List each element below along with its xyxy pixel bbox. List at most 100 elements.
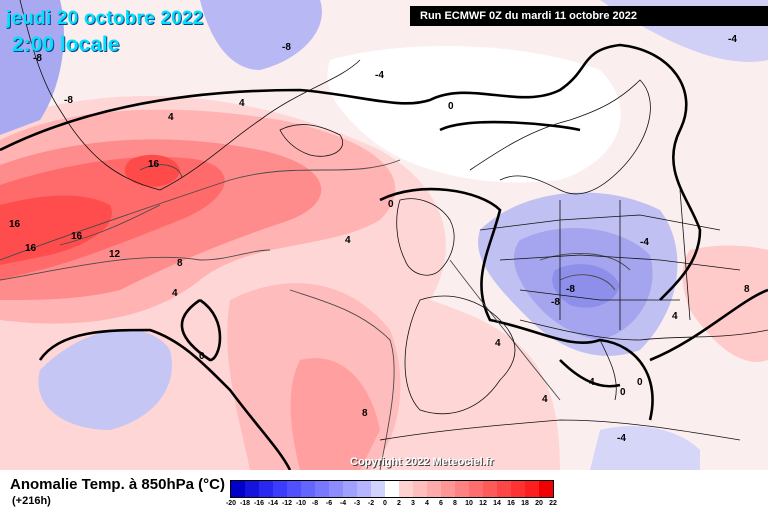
contour-label: 16 xyxy=(25,243,37,254)
color-scale-cell xyxy=(413,481,427,497)
neutral-north xyxy=(327,46,621,183)
color-scale-cell xyxy=(273,481,287,497)
contour-label: -4 xyxy=(617,433,626,444)
color-scale-cell xyxy=(511,481,525,497)
contour-label: 0 xyxy=(637,377,643,388)
zero-contour-north xyxy=(0,43,702,301)
contour-label: 8 xyxy=(362,408,368,419)
color-scale-cell xyxy=(441,481,455,497)
anomaly-map: 16 16 16 16 12 8 4 4 4 4 0 0 0 0 -4 -4 -… xyxy=(0,0,768,470)
zero-contours xyxy=(0,43,768,470)
color-scale-tick-label: 14 xyxy=(493,500,501,507)
color-scale-cell xyxy=(245,481,259,497)
cool-anomaly-mediterranean xyxy=(590,426,700,470)
contour-label: 4 xyxy=(239,98,245,109)
cool-anomaly-atlantic-south xyxy=(38,329,172,430)
color-scale-cell xyxy=(497,481,511,497)
color-scale-cell xyxy=(525,481,539,497)
color-scale-cell xyxy=(371,481,385,497)
lead-time: (+216h) xyxy=(12,495,51,507)
color-scale-tick-label: -12 xyxy=(281,500,293,507)
color-scale-cell xyxy=(483,481,497,497)
color-scale-tick-label: 4 xyxy=(425,500,429,507)
color-scale-tick-label: -16 xyxy=(253,500,265,507)
cool-anomaly-northwest xyxy=(0,0,64,135)
map-canvas: 16 16 16 16 12 8 4 4 4 4 0 0 0 0 -4 -4 -… xyxy=(0,0,768,470)
contour-label: 4 xyxy=(172,288,178,299)
border-line-f xyxy=(679,189,691,321)
contour-label: 16 xyxy=(9,219,21,230)
border-line-a xyxy=(479,214,721,231)
color-scale-tick-label: 22 xyxy=(549,500,557,507)
contour-label: -4 xyxy=(375,70,384,81)
color-scale-cell xyxy=(427,481,441,497)
contour-label: 4 xyxy=(542,394,548,405)
contour-label: -8 xyxy=(33,53,42,64)
contour-label: 4 xyxy=(345,235,351,246)
color-scale-tick-label: 0 xyxy=(383,500,387,507)
contour-label: -4 xyxy=(640,237,649,248)
contour-label: 16 xyxy=(71,231,83,242)
zero-contour-atlantic-a xyxy=(180,298,222,362)
color-scale-cell xyxy=(357,481,371,497)
warm-anomaly-iberia-offshore xyxy=(290,358,380,470)
color-scale-tick-label: 2 xyxy=(397,500,401,507)
italy-coast xyxy=(599,339,617,401)
contour-label: 4 xyxy=(672,311,678,322)
iceland-coast xyxy=(279,124,343,157)
color-scale-bar xyxy=(230,480,554,498)
border-line-c xyxy=(519,289,680,301)
color-scale-cell xyxy=(301,481,315,497)
british-isles-coast xyxy=(396,198,455,276)
color-scale-cell xyxy=(539,481,553,497)
color-scale-tick-label: 10 xyxy=(465,500,473,507)
contour-4 xyxy=(0,159,401,261)
color-scale-tick-label: 12 xyxy=(479,500,487,507)
contour-16 xyxy=(139,164,183,179)
color-scale-cell xyxy=(399,481,413,497)
contour-label: -8 xyxy=(64,95,73,106)
contour-label: -8 xyxy=(282,42,291,53)
zero-contour-alps xyxy=(559,359,621,388)
color-scale-tick-label: -14 xyxy=(267,500,279,507)
contour-label: 8 xyxy=(744,284,750,295)
contour-label: 12 xyxy=(109,249,121,260)
color-scale-ticks: -20 -18 -16 -14 -12 -10 -8 -6 -4 -3 -2 0 2 3 4 6 8 10 12 14… xyxy=(226,500,570,512)
color-scale-cell xyxy=(231,481,245,497)
color-scale-cell xyxy=(315,481,329,497)
color-scale-tick-label: 6 xyxy=(439,500,443,507)
color-scale-tick-label: -18 xyxy=(239,500,251,507)
contour-label: 0 xyxy=(199,351,205,362)
warm-anomaly-east xyxy=(682,245,768,362)
north-africa-coast xyxy=(379,419,741,441)
contour-label: 4 xyxy=(168,112,174,123)
color-scale-tick-label: -20 xyxy=(225,500,237,507)
contour-8-south xyxy=(289,289,395,470)
warm-anomaly-greenland-core xyxy=(124,154,180,187)
zero-contour-east xyxy=(649,288,768,362)
zero-contour-europe xyxy=(379,187,654,421)
color-scale-tick-label: -3 xyxy=(353,500,361,507)
greenland-coast xyxy=(19,0,361,191)
forecast-time-title: 2:00 locale xyxy=(12,33,120,56)
color-scale-tick-label: 3 xyxy=(411,500,415,507)
contour-label: 0 xyxy=(388,199,394,210)
color-scale-tick-label: -6 xyxy=(325,500,333,507)
iberia-coast xyxy=(404,295,516,414)
contour-neg8 xyxy=(559,274,616,291)
cool-anomaly-europe-core xyxy=(552,264,620,308)
color-scale-tick-label: -2 xyxy=(367,500,375,507)
color-scale-cell xyxy=(287,481,301,497)
contour-label: 8 xyxy=(177,258,183,269)
color-scale-cell xyxy=(343,481,357,497)
run-info-banner: Run ECMWF 0Z du mardi 11 octobre 2022 xyxy=(410,6,768,26)
forecast-date-title: jeudi 20 octobre 2022 xyxy=(6,8,204,29)
color-scale-cell xyxy=(259,481,273,497)
color-scale-cell xyxy=(469,481,483,497)
color-scale-tick-label: 8 xyxy=(453,500,457,507)
color-scale-cell xyxy=(329,481,343,497)
zero-contour-northsea xyxy=(439,120,581,132)
contour-12 xyxy=(59,204,161,246)
mediterranean-north-coast xyxy=(519,319,768,341)
color-scale-cell xyxy=(385,481,399,497)
